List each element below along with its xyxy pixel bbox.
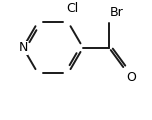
Text: O: O [126, 71, 136, 84]
Text: Br: Br [110, 6, 124, 19]
Text: N: N [18, 41, 28, 54]
Text: Cl: Cl [66, 2, 78, 15]
